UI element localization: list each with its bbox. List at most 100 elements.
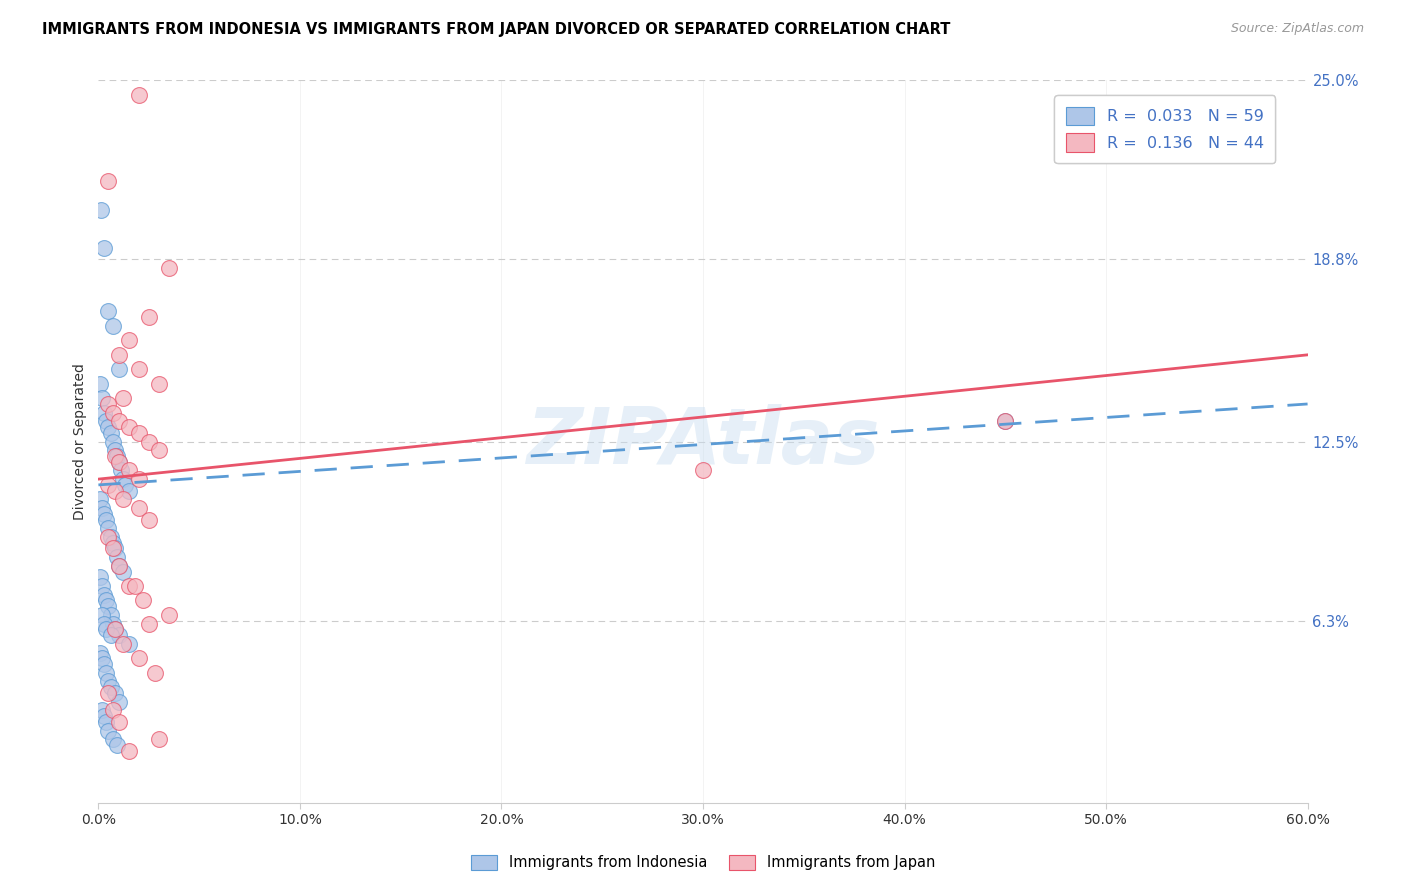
Point: [118, 463, 141, 477]
Point: [97, 530, 120, 544]
Point: [128, 425, 150, 440]
Point: [91, 703, 114, 717]
Point: [103, 443, 125, 458]
Point: [110, 463, 132, 477]
Legend: Immigrants from Indonesia, Immigrants from Japan: Immigrants from Indonesia, Immigrants fr…: [465, 848, 941, 876]
Point: [97, 420, 120, 434]
Point: [101, 703, 124, 717]
Point: [97, 599, 120, 614]
Point: [124, 579, 146, 593]
Point: [107, 628, 129, 642]
Point: [111, 472, 134, 486]
Text: Source: ZipAtlas.com: Source: ZipAtlas.com: [1230, 22, 1364, 36]
Point: [97, 723, 120, 738]
Point: [91, 607, 114, 622]
Legend: R =  0.033   N = 59, R =  0.136   N = 44: R = 0.033 N = 59, R = 0.136 N = 44: [1054, 95, 1275, 162]
Point: [97, 521, 120, 535]
Point: [107, 558, 129, 573]
Point: [97, 397, 120, 411]
Point: [111, 637, 134, 651]
Point: [97, 674, 120, 689]
Point: [148, 376, 170, 391]
Point: [103, 623, 125, 637]
Point: [157, 607, 180, 622]
Point: [138, 616, 160, 631]
Point: [148, 443, 170, 458]
Point: [111, 492, 134, 507]
Point: [138, 434, 160, 449]
Point: [103, 541, 125, 556]
Point: [89, 570, 111, 584]
Point: [101, 318, 124, 333]
Point: [97, 304, 120, 318]
Point: [96, 512, 118, 526]
Point: [100, 680, 122, 694]
Text: ZIPAtlas: ZIPAtlas: [526, 403, 880, 480]
Point: [138, 512, 160, 526]
Point: [118, 637, 141, 651]
Point: [118, 744, 141, 758]
Point: [128, 87, 150, 102]
Point: [132, 593, 155, 607]
Point: [89, 646, 111, 660]
Point: [96, 665, 118, 680]
Point: [96, 593, 118, 607]
Point: [114, 478, 136, 492]
Point: [100, 530, 122, 544]
Point: [90, 203, 112, 218]
Point: [93, 657, 115, 671]
Point: [105, 738, 128, 752]
Point: [107, 414, 129, 428]
Point: [143, 665, 166, 680]
Point: [91, 501, 114, 516]
Point: [97, 686, 120, 700]
Point: [111, 391, 134, 405]
Point: [118, 334, 141, 348]
Point: [148, 732, 170, 747]
Point: [101, 732, 124, 747]
Point: [692, 463, 714, 477]
Point: [103, 623, 125, 637]
Point: [138, 310, 160, 325]
Point: [91, 579, 114, 593]
Point: [101, 406, 124, 420]
Point: [105, 550, 128, 565]
Point: [111, 565, 134, 579]
Point: [101, 616, 124, 631]
Point: [107, 558, 129, 573]
Point: [96, 623, 118, 637]
Point: [100, 425, 122, 440]
Point: [97, 174, 120, 188]
Point: [91, 651, 114, 665]
Point: [100, 607, 122, 622]
Point: [107, 348, 129, 362]
Point: [128, 651, 150, 665]
Point: [93, 507, 115, 521]
Point: [89, 492, 111, 507]
Point: [101, 541, 124, 556]
Text: IMMIGRANTS FROM INDONESIA VS IMMIGRANTS FROM JAPAN DIVORCED OR SEPARATED CORRELA: IMMIGRANTS FROM INDONESIA VS IMMIGRANTS …: [42, 22, 950, 37]
Point: [128, 472, 150, 486]
Point: [89, 376, 111, 391]
Point: [157, 261, 180, 276]
Point: [994, 414, 1017, 428]
Point: [93, 616, 115, 631]
Point: [93, 241, 115, 255]
Point: [105, 449, 128, 463]
Point: [994, 414, 1017, 428]
Point: [93, 588, 115, 602]
Point: [96, 714, 118, 729]
Y-axis label: Divorced or Separated: Divorced or Separated: [73, 363, 87, 520]
Point: [103, 686, 125, 700]
Point: [128, 362, 150, 376]
Point: [103, 449, 125, 463]
Point: [107, 695, 129, 709]
Point: [118, 420, 141, 434]
Point: [100, 628, 122, 642]
Point: [103, 483, 125, 498]
Point: [107, 455, 129, 469]
Point: [93, 406, 115, 420]
Point: [93, 709, 115, 723]
Point: [101, 434, 124, 449]
Point: [91, 391, 114, 405]
